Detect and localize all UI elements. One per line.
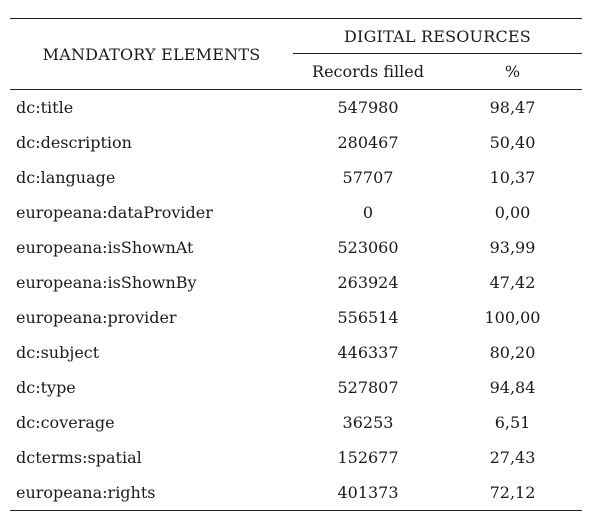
- header-digital-resources: DIGITAL RESOURCES: [293, 18, 582, 54]
- percent-value: 72,12: [443, 475, 582, 511]
- percent-value: 94,84: [489, 378, 536, 397]
- table-row: europeana:dataProvider 0 0,00: [10, 195, 582, 230]
- header-row-top: MANDATORY ELEMENTS DIGITAL RESOURCES: [10, 18, 582, 90]
- records-filled: 57707: [342, 168, 394, 187]
- element-name: europeana:rights: [10, 475, 293, 511]
- percent-value: 93,99: [489, 238, 536, 257]
- percent-value: 27,43: [489, 448, 536, 467]
- records-filled: 401373: [293, 475, 443, 511]
- records-filled: 0: [362, 203, 374, 222]
- element-name: dc:type: [16, 378, 76, 397]
- element-name: europeana:dataProvider: [16, 203, 213, 222]
- records-filled: 446337: [337, 343, 399, 362]
- mandatory-elements-table: MANDATORY ELEMENTS DIGITAL RESOURCES Rec…: [10, 18, 582, 511]
- element-name: dc:description: [16, 133, 132, 152]
- table-row: dc:description 280467 50,40: [10, 125, 582, 160]
- records-filled: 36253: [342, 413, 394, 432]
- records-filled: 547980: [337, 98, 399, 117]
- header-records-filled: Records filled: [293, 53, 443, 90]
- table-row: dc:language 57707 10,37: [10, 160, 582, 195]
- table-row: europeana:provider 556514 100,00: [10, 300, 582, 335]
- header-mandatory-elements: MANDATORY ELEMENTS: [10, 18, 293, 90]
- percent-value: 47,42: [489, 273, 536, 292]
- element-name: dc:subject: [16, 343, 100, 362]
- element-name: dcterms:spatial: [16, 448, 142, 467]
- records-filled: 523060: [337, 238, 399, 257]
- table-row: dc:coverage 36253 6,51: [10, 405, 582, 440]
- table-row: dc:title 547980 98,47: [10, 90, 582, 126]
- records-filled: 527807: [337, 378, 399, 397]
- percent-value: 0,00: [494, 203, 531, 222]
- percent-value: 6,51: [494, 413, 531, 432]
- element-name: dc:coverage: [16, 413, 115, 432]
- records-filled: 280467: [337, 133, 399, 152]
- element-name: dc:language: [16, 168, 116, 187]
- table-row: dc:type 527807 94,84: [10, 370, 582, 405]
- table-row: dc:subject 446337 80,20: [10, 335, 582, 370]
- table-row: europeana:isShownAt 523060 93,99: [10, 230, 582, 265]
- header-row-sub: Records filled %: [10, 53, 582, 90]
- percent-value: 100,00: [484, 308, 541, 327]
- percent-value: 98,47: [489, 98, 536, 117]
- records-filled: 263924: [337, 273, 399, 292]
- element-name: europeana:isShownBy: [16, 273, 197, 292]
- percent-value: 50,40: [489, 133, 536, 152]
- table-row: europeana:rights 401373 72,12: [10, 475, 582, 511]
- element-name: dc:title: [16, 98, 74, 117]
- element-name: europeana:isShownAt: [16, 238, 194, 257]
- element-name: europeana:provider: [16, 308, 177, 327]
- records-filled: 556514: [337, 308, 399, 327]
- table-row: dcterms:spatial 152677 27,43: [10, 440, 582, 475]
- records-filled: 152677: [337, 448, 399, 467]
- table-row: europeana:isShownBy 263924 47,42: [10, 265, 582, 300]
- percent-value: 10,37: [489, 168, 536, 187]
- percent-value: 80,20: [489, 343, 536, 362]
- table-container: MANDATORY ELEMENTS DIGITAL RESOURCES Rec…: [10, 18, 582, 511]
- header-percent: %: [443, 53, 582, 90]
